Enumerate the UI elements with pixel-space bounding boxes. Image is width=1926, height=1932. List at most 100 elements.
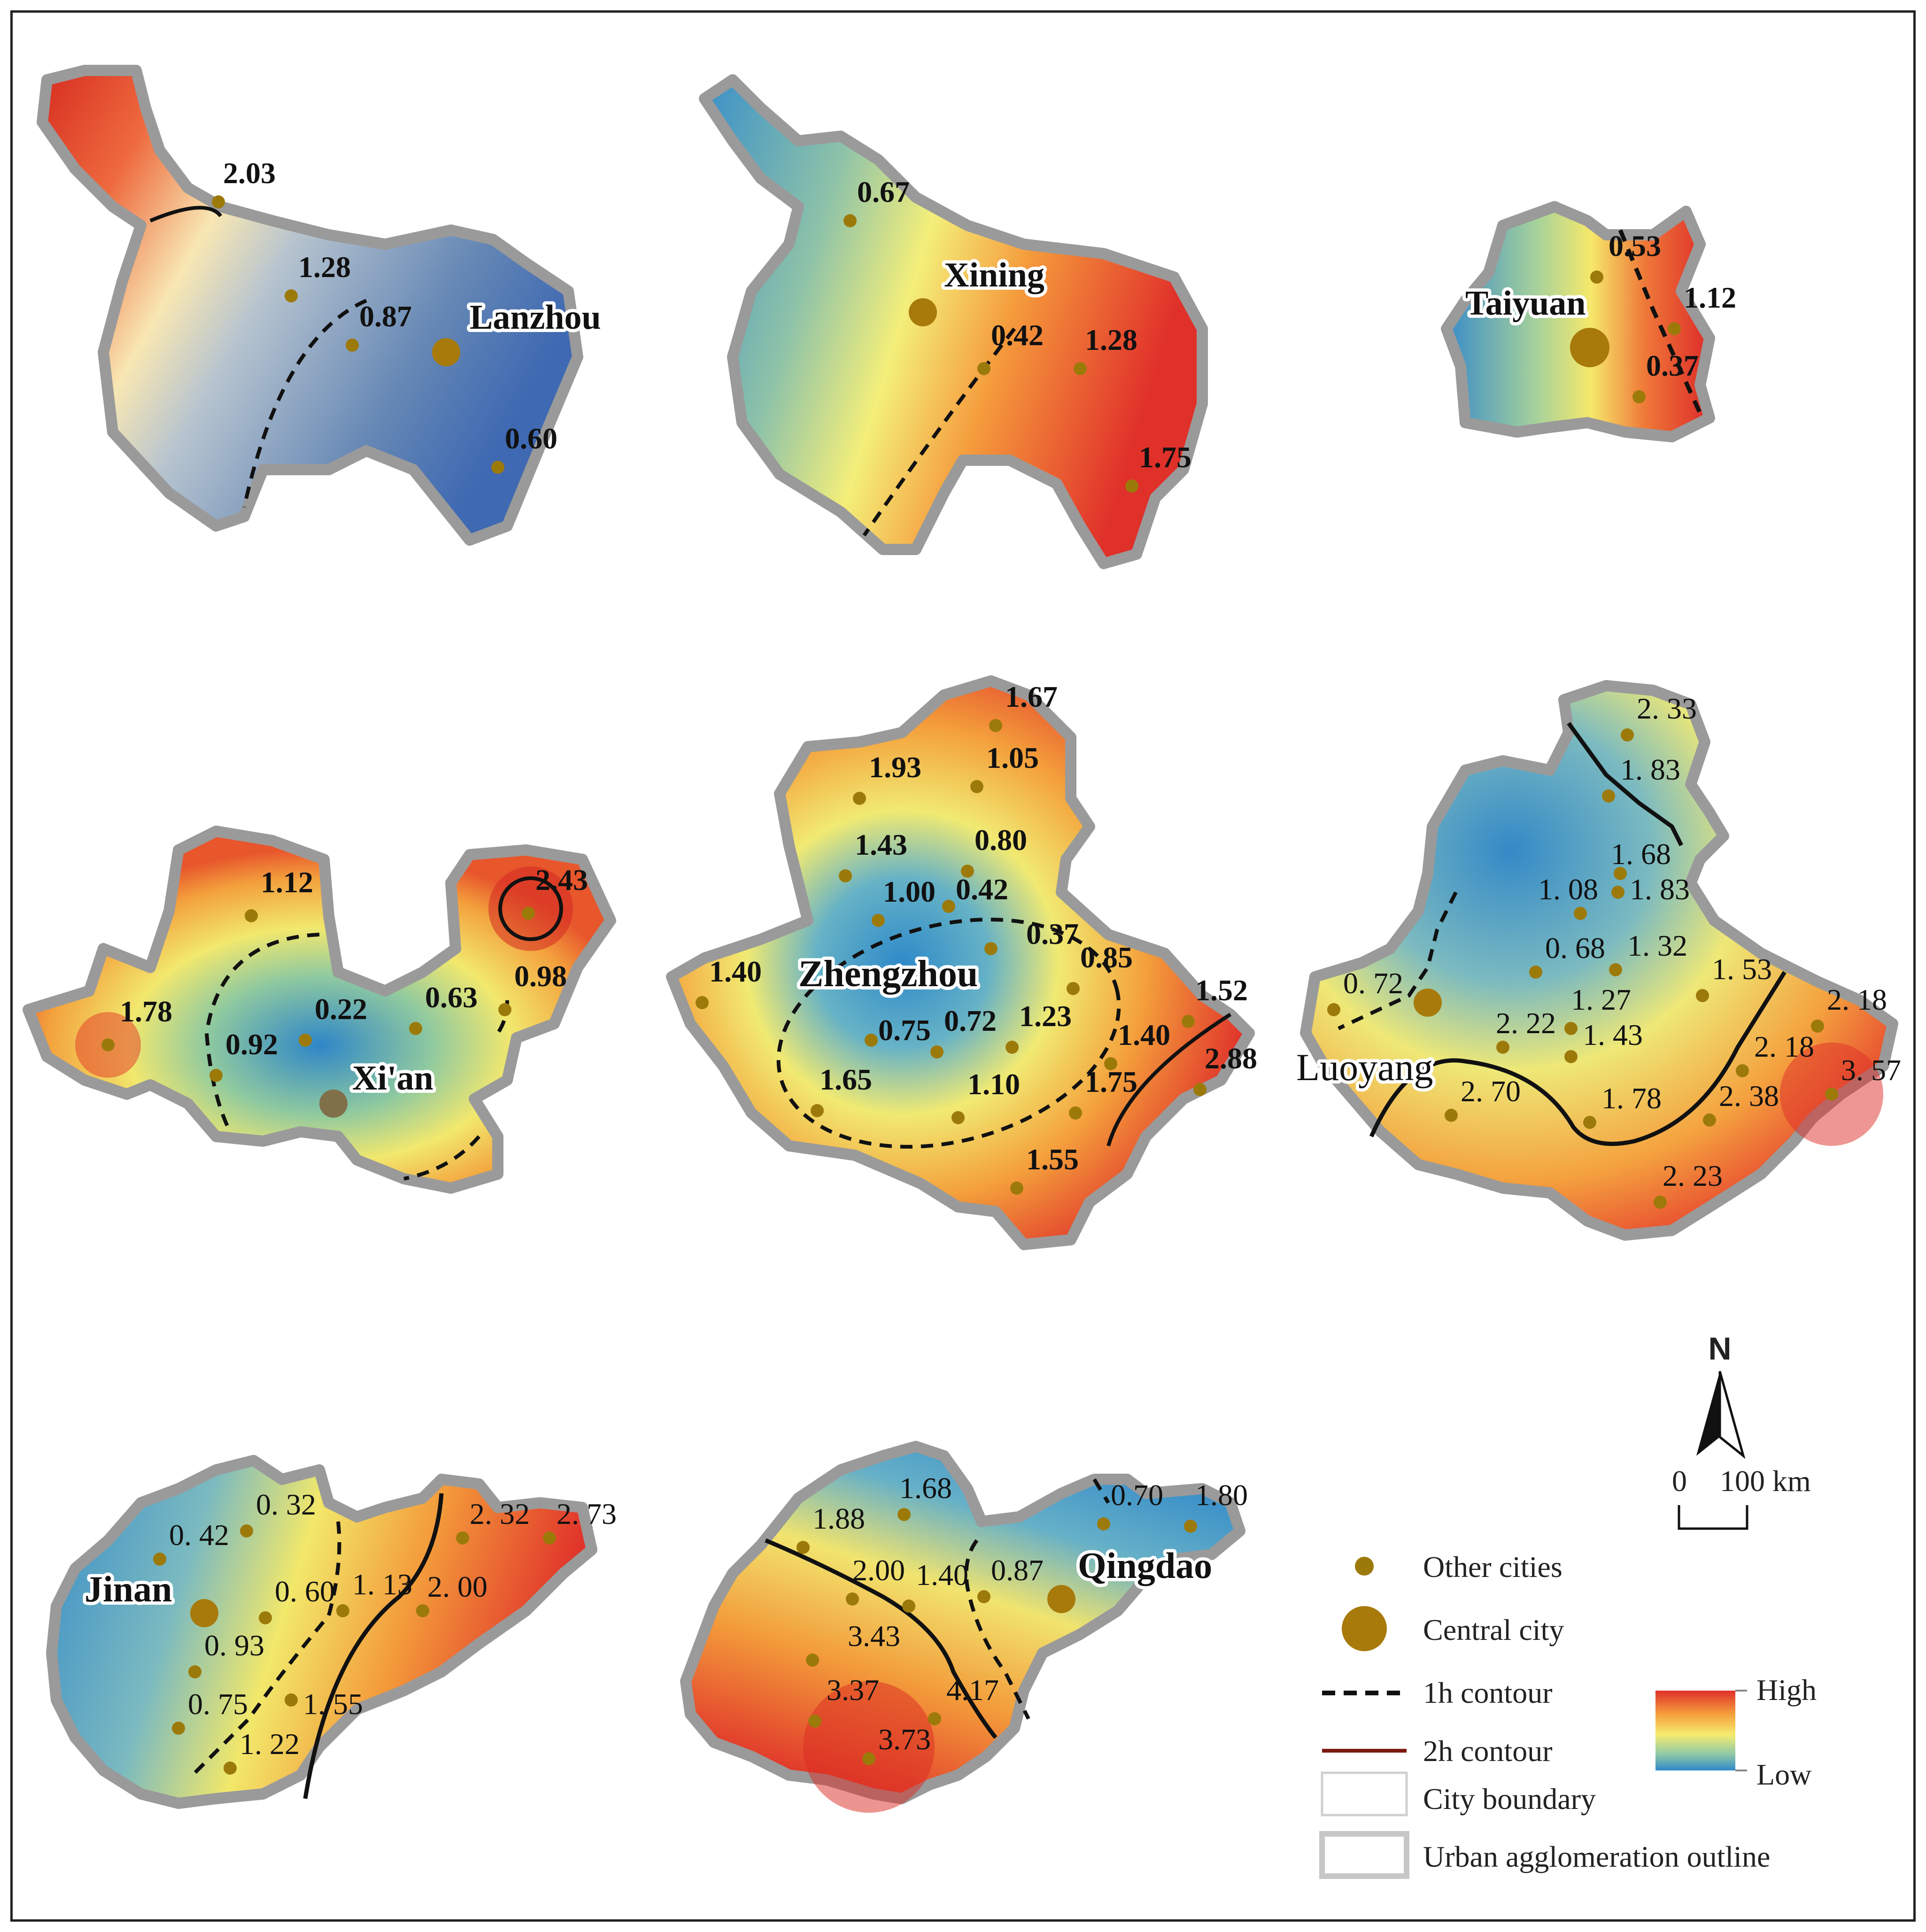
other-city-marker <box>1564 1022 1578 1035</box>
central-city-marker <box>190 1599 218 1627</box>
other-city-marker <box>285 289 298 302</box>
other-city-marker <box>1611 886 1624 899</box>
other-city-marker <box>224 1762 237 1775</box>
value-label: 0.42 <box>956 873 1008 906</box>
other-city-marker <box>1621 728 1634 742</box>
other-city-marker <box>1609 963 1622 976</box>
value-label: 2.00 <box>852 1553 905 1587</box>
north-label: N <box>1708 1331 1731 1367</box>
value-label: 2. 73 <box>557 1497 617 1530</box>
value-label: 1.67 <box>1005 680 1058 713</box>
value-label: 2. 18 <box>1754 1030 1814 1063</box>
value-label: 0. 32 <box>256 1488 316 1521</box>
zhengzhou-2h-contour <box>1106 1012 1232 1147</box>
value-label: 2.88 <box>1205 1042 1257 1075</box>
value-label: 1.43 <box>855 828 907 861</box>
other-city-marker <box>1654 1196 1667 1209</box>
other-city-marker <box>172 1722 185 1735</box>
other-city-marker <box>1564 1050 1578 1063</box>
city-name: Xi'an <box>352 1059 433 1097</box>
other-city-marker <box>1696 989 1709 1002</box>
other-city-marker <box>797 1541 810 1554</box>
qingdao-hotspot <box>803 1681 935 1813</box>
city-name: Lanzhou <box>470 298 601 337</box>
value-label: 0.85 <box>1080 941 1133 974</box>
other-city-marker <box>1583 1116 1596 1129</box>
value-label: 0.63 <box>425 981 478 1014</box>
other-city-marker <box>240 1524 253 1538</box>
legend-high-label: High <box>1756 1673 1817 1707</box>
value-label: 0.87 <box>359 300 412 333</box>
scale-distance-label: 100 km <box>1720 1464 1811 1498</box>
other-city-marker <box>961 865 974 878</box>
lanzhou-map: 2.03 1.28 0.87 0.60 Lanzhou <box>37 65 604 546</box>
other-city-marker <box>1529 966 1542 979</box>
value-label: 4.17 <box>946 1673 999 1707</box>
jinan-1h-contour <box>191 1521 341 1777</box>
value-label: 2. 00 <box>427 1570 487 1603</box>
legend-low-label: Low <box>1756 1758 1811 1791</box>
other-city-marker <box>989 719 1002 732</box>
value-label: 1.10 <box>967 1067 1020 1101</box>
other-city-marker <box>853 792 866 805</box>
other-city-marker <box>336 1604 349 1617</box>
value-label: 0.70 <box>1111 1478 1163 1512</box>
value-label: 1. 22 <box>240 1727 300 1761</box>
value-label: 3. 57 <box>1841 1053 1901 1087</box>
other-city-marker <box>1574 907 1587 920</box>
value-label: 1. 83 <box>1620 753 1680 786</box>
value-label: 2. 23 <box>1663 1159 1723 1192</box>
value-label: 1. 55 <box>303 1687 363 1721</box>
value-label: 1.75 <box>1085 1065 1137 1098</box>
value-label: 1.40 <box>1118 1018 1170 1051</box>
other-city-marker <box>1069 1106 1082 1120</box>
other-city-marker <box>1602 789 1615 803</box>
value-label: 0. 68 <box>1545 931 1605 965</box>
value-label: 1.40 <box>916 1558 968 1592</box>
value-label: 2. 18 <box>1827 983 1887 1016</box>
other-city-marker <box>1184 1520 1197 1533</box>
value-label: 1.12 <box>261 866 313 899</box>
value-label: 1.12 <box>1684 281 1736 314</box>
legend-color-ramp <box>1655 1691 1735 1770</box>
value-label: 2. 32 <box>470 1497 530 1530</box>
other-city-marker <box>1496 1041 1509 1054</box>
other-city-marker <box>977 1590 990 1603</box>
lanzhou-2h-contour <box>149 206 223 223</box>
value-label: 0. 72 <box>1343 966 1403 1000</box>
jinan-map: 0. 32 2. 32 2. 73 0. 42 0. 60 1. 13 2. 0… <box>46 1455 617 1809</box>
other-city-marker <box>456 1531 469 1545</box>
value-label: 2.43 <box>535 863 588 896</box>
central-city-marker <box>1414 989 1442 1017</box>
value-label: 0.72 <box>944 1004 997 1037</box>
value-label: 1. 53 <box>1712 952 1772 986</box>
other-city-marker <box>1811 1020 1824 1033</box>
city-name: Taiyuan <box>1465 284 1586 323</box>
city-name: Jinan <box>85 1569 172 1609</box>
other-city-marker <box>808 1715 821 1728</box>
other-city-marker <box>930 1045 944 1059</box>
other-city-marker <box>1327 1003 1340 1016</box>
luoyang-map: 2. 33 1. 83 1. 68 1. 08 1. 83 0. 68 1. 3… <box>1293 680 1901 1241</box>
other-city-marker <box>942 900 955 913</box>
city-name: Xining <box>944 256 1044 294</box>
other-city-marker <box>1104 1057 1117 1070</box>
qingdao-map: 1.68 0.70 1.80 1.88 2.00 1.40 0.87 3.43 … <box>680 1441 1248 1813</box>
scale-zero-label: 0 <box>1672 1464 1687 1498</box>
taiyuan-map: 0.53 1.12 0.37 Taiyuan <box>1441 201 1736 442</box>
legend-outline-label: Urban agglomeration outline <box>1423 1840 1770 1873</box>
legend-other-cities-label: Other cities <box>1423 1550 1562 1584</box>
other-city-marker <box>1125 479 1138 493</box>
value-label: 0.37 <box>1646 349 1699 382</box>
other-city-marker <box>1825 1088 1838 1101</box>
value-label: 3.43 <box>848 1619 900 1653</box>
xian-map: 1.12 2.43 1.78 0.22 0.63 0.98 0.92 Xi'an <box>23 826 616 1194</box>
value-label: 0.75 <box>878 1013 931 1047</box>
other-city-marker <box>491 461 504 474</box>
other-city-marker <box>1097 1517 1110 1530</box>
city-name: Luoyang <box>1296 1046 1433 1089</box>
legend-city-boundary-label: City boundary <box>1423 1782 1596 1816</box>
other-city-marker <box>865 1034 878 1047</box>
north-arrow-left <box>1696 1371 1720 1456</box>
